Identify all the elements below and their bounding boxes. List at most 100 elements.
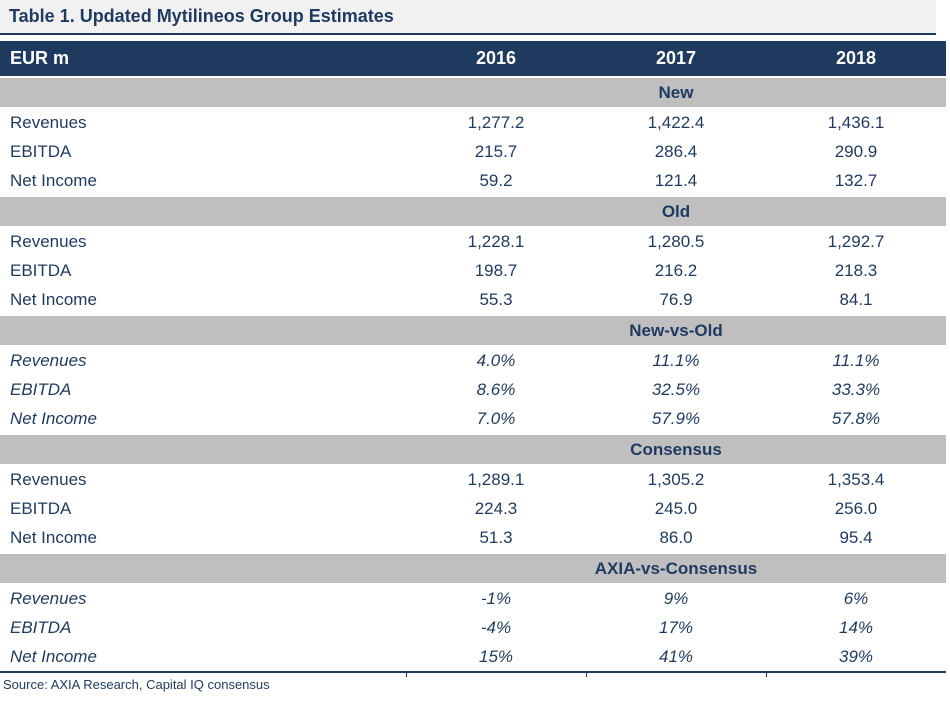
section-band: New-vs-Old [0, 316, 946, 345]
estimates-table: EUR m 2016 2017 2018 New Revenues 1,277.2 1… [0, 41, 946, 692]
header-cell-year-2018: 2018 [835, 48, 877, 68]
data-row: Net Income 7.0% 57.9% 57.8% [0, 404, 946, 433]
table-title: Table 1. Updated Mytilineos Group Estima… [9, 6, 394, 26]
row-label: Net Income [10, 289, 97, 309]
cell-value: 245.0 [654, 498, 698, 518]
row-label: Net Income [10, 408, 97, 428]
cell-value: 86.0 [659, 527, 693, 547]
cell-value: 121.4 [654, 170, 698, 190]
cell-value: 14% [838, 617, 874, 637]
cell-value: 8.6% [476, 379, 516, 399]
data-row: Revenues 1,277.2 1,422.4 1,436.1 [0, 108, 946, 137]
data-row: EBITDA 198.7 216.2 218.3 [0, 256, 946, 285]
cell-value: 15% [478, 646, 514, 666]
cell-value: 39% [838, 646, 874, 666]
cell-value: 1,277.2 [467, 112, 525, 132]
cell-value: 218.3 [834, 260, 878, 280]
section-label: New-vs-Old [629, 320, 723, 340]
cell-value: 57.9% [651, 408, 701, 428]
row-label: Revenues [10, 350, 87, 370]
cell-value: 198.7 [474, 260, 518, 280]
data-row: Revenues -1% 9% 6% [0, 584, 946, 613]
cell-value: 84.1 [839, 289, 873, 309]
cell-value: 11.1% [832, 350, 880, 370]
cell-value: -1% [480, 588, 512, 608]
row-label: EBITDA [10, 379, 72, 399]
row-label: Net Income [10, 646, 97, 666]
row-label: Net Income [10, 170, 97, 190]
cell-value: 55.3 [479, 289, 513, 309]
cell-value: 1,353.4 [827, 469, 885, 489]
cell-value: 290.9 [834, 141, 878, 161]
row-label: EBITDA [10, 260, 72, 280]
table-title-bar: Table 1. Updated Mytilineos Group Estima… [0, 0, 936, 35]
cell-value: 1,280.5 [647, 231, 705, 251]
section-band: Old [0, 197, 946, 226]
column-tick [406, 673, 407, 677]
cell-value: 32.5% [651, 379, 701, 399]
cell-value: 6% [843, 588, 869, 608]
row-label: Revenues [10, 112, 87, 132]
cell-value: 59.2 [479, 170, 513, 190]
cell-value: 1,305.2 [647, 469, 705, 489]
row-label: EBITDA [10, 498, 72, 518]
cell-value: 76.9 [659, 289, 693, 309]
table-sections: New Revenues 1,277.2 1,422.4 1,436.1 EBITDA 21… [0, 78, 946, 671]
section-band: AXIA-vs-Consensus [0, 554, 946, 583]
cell-value: 215.7 [474, 141, 518, 161]
source-note: Source: AXIA Research, Capital IQ consen… [3, 677, 270, 692]
cell-value: 7.0% [476, 408, 516, 428]
column-tick [586, 673, 587, 677]
cell-value: 1,228.1 [467, 231, 525, 251]
row-label: Revenues [10, 469, 87, 489]
cell-value: 1,289.1 [467, 469, 525, 489]
header-cell-unit: EUR m [10, 48, 70, 68]
cell-value: 51.3 [479, 527, 513, 547]
cell-value: 41% [658, 646, 694, 666]
data-row: Revenues 1,289.1 1,305.2 1,353.4 [0, 465, 946, 494]
cell-value: 33.3% [831, 379, 881, 399]
section-label: Consensus [630, 439, 722, 459]
row-label: EBITDA [10, 617, 72, 637]
cell-value: 11.1% [652, 350, 700, 370]
data-row: Net Income 59.2 121.4 132.7 [0, 166, 946, 195]
data-row: EBITDA 8.6% 32.5% 33.3% [0, 375, 946, 404]
column-tick [766, 673, 767, 677]
header-cell-year-2016: 2016 [475, 48, 517, 68]
cell-value: 1,436.1 [827, 112, 885, 132]
row-label: EBITDA [10, 141, 72, 161]
cell-value: 1,292.7 [827, 231, 885, 251]
data-row: EBITDA -4% 17% 14% [0, 613, 946, 642]
cell-value: 57.8% [831, 408, 881, 428]
section-label: AXIA-vs-Consensus [594, 558, 758, 578]
cell-value: 1,422.4 [647, 112, 705, 132]
data-row: Net Income 51.3 86.0 95.4 [0, 523, 946, 552]
table-header-row: EUR m 2016 2017 2018 [0, 41, 946, 76]
section-label: Old [661, 201, 691, 221]
cell-value: 9% [663, 588, 689, 608]
row-label: Revenues [10, 231, 87, 251]
section-label: New [658, 82, 694, 102]
data-row: Revenues 1,228.1 1,280.5 1,292.7 [0, 227, 946, 256]
cell-value: 224.3 [474, 498, 518, 518]
cell-value: -4% [480, 617, 512, 637]
section-band: Consensus [0, 435, 946, 464]
row-label: Revenues [10, 588, 87, 608]
cell-value: 95.4 [839, 527, 873, 547]
data-row: Revenues 4.0% 11.1% 11.1% [0, 346, 946, 375]
cell-value: 256.0 [834, 498, 878, 518]
cell-value: 216.2 [654, 260, 698, 280]
data-row: Net Income 55.3 76.9 84.1 [0, 285, 946, 314]
data-row: Net Income 15% 41% 39% [0, 642, 946, 671]
cell-value: 286.4 [654, 141, 698, 161]
row-label: Net Income [10, 527, 97, 547]
cell-value: 132.7 [834, 170, 878, 190]
cell-value: 4.0% [476, 350, 516, 370]
data-row: EBITDA 224.3 245.0 256.0 [0, 494, 946, 523]
header-cell-year-2017: 2017 [655, 48, 697, 68]
section-band: New [0, 78, 946, 107]
data-row: EBITDA 215.7 286.4 290.9 [0, 137, 946, 166]
cell-value: 17% [658, 617, 694, 637]
table-bottom-border [0, 671, 946, 677]
